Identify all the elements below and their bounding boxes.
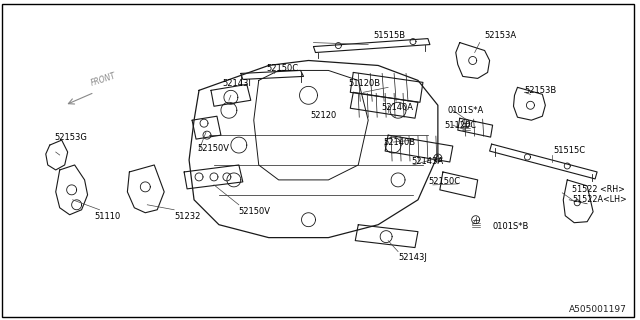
- Text: 52140A: 52140A: [381, 103, 413, 112]
- Text: 52150C: 52150C: [267, 64, 299, 73]
- Text: 52143A: 52143A: [411, 157, 443, 166]
- Text: 52153G: 52153G: [55, 132, 88, 142]
- Text: 51515C: 51515C: [554, 146, 586, 155]
- Text: 52150V: 52150V: [197, 144, 229, 153]
- Text: 51232: 51232: [174, 212, 200, 221]
- Text: 52150C: 52150C: [428, 177, 460, 186]
- Text: 52153A: 52153A: [484, 31, 516, 40]
- Text: 52120: 52120: [310, 111, 337, 120]
- Text: 51120C: 51120C: [445, 121, 477, 130]
- Text: 51110: 51110: [95, 212, 121, 221]
- Text: 51120B: 51120B: [348, 79, 380, 88]
- Text: A505001197: A505001197: [569, 305, 627, 314]
- Text: 52143J: 52143J: [398, 253, 427, 262]
- Text: 52150V: 52150V: [239, 207, 271, 216]
- Text: 52153B: 52153B: [524, 86, 557, 95]
- Text: FRONT: FRONT: [90, 72, 117, 88]
- Text: 0101S*B: 0101S*B: [493, 222, 529, 231]
- Text: 52140B: 52140B: [383, 138, 415, 147]
- Text: 51522A<LH>: 51522A<LH>: [572, 195, 627, 204]
- Text: 0101S*A: 0101S*A: [448, 106, 484, 115]
- Text: 51515B: 51515B: [373, 31, 405, 40]
- Text: 52143I: 52143I: [222, 79, 251, 88]
- Text: 51522 <RH>: 51522 <RH>: [572, 185, 625, 194]
